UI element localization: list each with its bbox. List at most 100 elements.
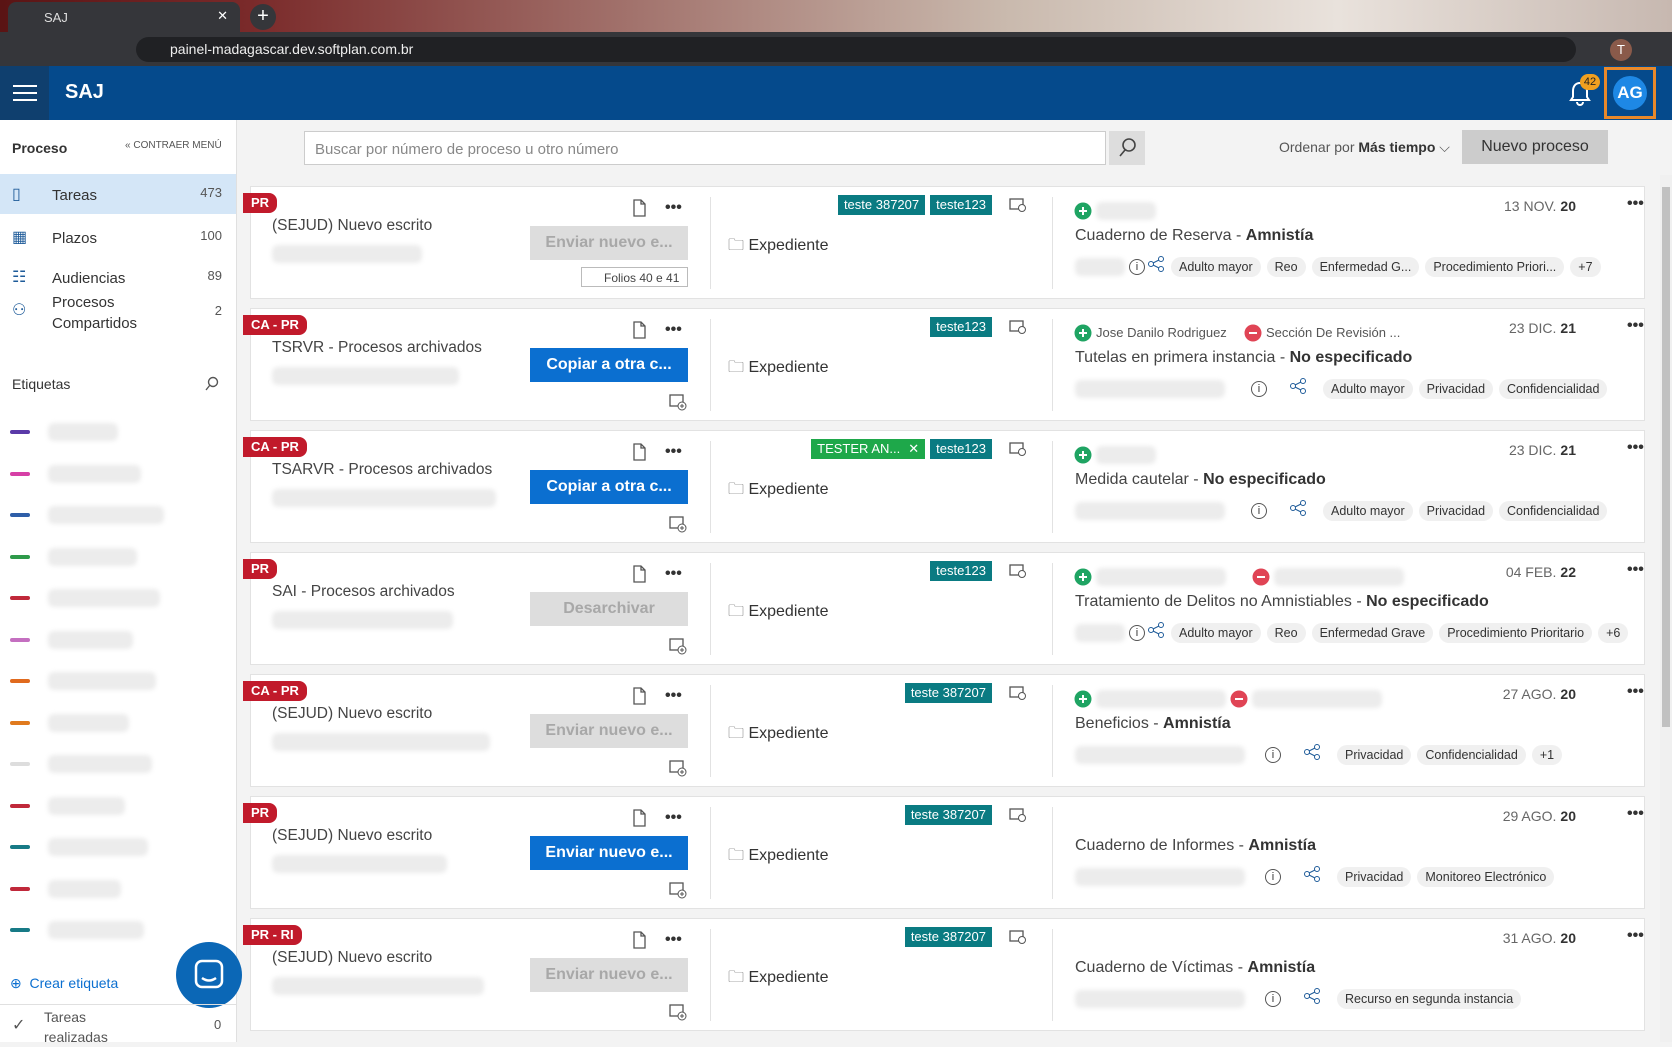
info-icon[interactable]: i <box>1129 258 1145 275</box>
info-icon[interactable]: i <box>1265 746 1281 763</box>
card-more[interactable]: ••• <box>1627 683 1644 700</box>
card-options[interactable]: ••• <box>665 809 682 826</box>
share-icon[interactable] <box>1147 621 1165 644</box>
party-icon[interactable] <box>1074 324 1092 347</box>
scrollbar[interactable] <box>1660 175 1672 1042</box>
new-process-button[interactable]: Nuevo proceso <box>1462 130 1608 164</box>
card-options[interactable]: ••• <box>665 321 682 338</box>
menu-button[interactable] <box>0 66 49 120</box>
card-more[interactable]: ••• <box>1627 317 1644 334</box>
card-options[interactable]: ••• <box>665 687 682 704</box>
document-icon[interactable] <box>631 565 647 588</box>
party-icon[interactable] <box>1074 690 1092 713</box>
card-more[interactable]: ••• <box>1627 561 1644 578</box>
action-button[interactable]: Copiar a otra c... <box>530 348 688 382</box>
action-button[interactable]: Enviar nuevo e... <box>530 714 688 748</box>
sort-control[interactable]: Ordenar por Más tiempo ⌵ <box>1279 139 1450 155</box>
party-icon[interactable] <box>1074 202 1092 225</box>
tag-icon[interactable] <box>1009 319 1027 340</box>
tag-icon[interactable] <box>1009 807 1027 828</box>
party-icon[interactable] <box>1074 446 1092 469</box>
nav-item[interactable]: ▯ Tareas 473 <box>0 174 236 214</box>
subject-separator: - <box>1275 349 1290 366</box>
share-icon[interactable] <box>1147 255 1165 278</box>
card-more[interactable]: ••• <box>1627 439 1644 456</box>
collapse-menu[interactable]: « CONTRAER MENÚ <box>125 140 222 151</box>
tag-icon[interactable] <box>1009 929 1027 950</box>
document-icon[interactable] <box>631 809 647 832</box>
icon-shape <box>1290 505 1296 511</box>
card-more[interactable]: ••• <box>1627 195 1644 212</box>
action-button[interactable]: Enviar nuevo e... <box>530 226 688 260</box>
user-avatar[interactable]: AG <box>1613 76 1647 110</box>
folder-link[interactable]: 🗀 Expediente <box>728 844 829 871</box>
card-more[interactable]: ••• <box>1627 927 1644 944</box>
search-placeholder: Buscar por número de proceso u otro núme… <box>315 141 619 158</box>
card-options[interactable]: ••• <box>665 931 682 948</box>
tags-search-icon[interactable] <box>204 376 220 392</box>
document-icon[interactable] <box>631 443 647 466</box>
folder-link[interactable]: 🗀 Expediente <box>728 234 829 261</box>
party-icon[interactable] <box>1230 690 1248 713</box>
document-icon[interactable] <box>631 687 647 710</box>
process-title: (SEJUD) Nuevo escrito <box>272 217 433 234</box>
share-icon[interactable] <box>1303 743 1321 766</box>
search-button[interactable] <box>1109 131 1145 165</box>
add-doc-icon[interactable] <box>669 515 687 538</box>
card-options[interactable]: ••• <box>665 199 682 216</box>
add-doc-icon[interactable] <box>669 393 687 416</box>
scrollbar-thumb[interactable] <box>1662 187 1670 727</box>
document-icon[interactable] <box>631 321 647 344</box>
info-icon[interactable]: i <box>1251 502 1267 519</box>
action-button[interactable]: Copiar a otra c... <box>530 470 688 504</box>
info-icon[interactable]: i <box>1265 990 1281 1007</box>
profile-avatar[interactable]: T <box>1610 39 1632 61</box>
share-icon[interactable] <box>1289 377 1307 400</box>
card-options[interactable]: ••• <box>665 565 682 582</box>
card-more[interactable]: ••• <box>1627 805 1644 822</box>
action-button[interactable]: Enviar nuevo e... <box>530 836 688 870</box>
folder-link[interactable]: 🗀 Expediente <box>728 600 829 627</box>
info-icon[interactable]: i <box>1251 380 1267 397</box>
nav-item[interactable]: ⚇ Procesos Compartidos 2 <box>0 290 236 338</box>
tag-icon[interactable] <box>1009 685 1027 706</box>
folder-link[interactable]: 🗀 Expediente <box>728 966 829 993</box>
add-doc-icon[interactable] <box>669 759 687 782</box>
browser-tab[interactable]: SAJ ✕ <box>8 2 240 32</box>
party-icon[interactable] <box>1074 568 1092 591</box>
search-box[interactable]: Buscar por número de proceso u otro núme… <box>304 131 1134 165</box>
done-row[interactable]: ✓ Tareas realizadas 0 <box>0 1004 237 1045</box>
document-icon[interactable] <box>631 931 647 954</box>
nav-count: 100 <box>200 228 222 243</box>
subject: Tutelas en primera instancia - No especi… <box>1075 349 1412 367</box>
info-icon[interactable]: i <box>1129 624 1145 641</box>
add-doc-icon[interactable] <box>669 1003 687 1026</box>
action-button[interactable]: Enviar nuevo e... <box>530 958 688 992</box>
nav-item[interactable]: ☷ Audiencias 89 <box>0 257 236 297</box>
tag-row: teste 387207 <box>900 927 992 947</box>
chat-launcher[interactable] <box>176 942 242 1008</box>
add-doc-icon[interactable] <box>669 637 687 660</box>
tag-icon[interactable] <box>1009 441 1027 462</box>
folder-link[interactable]: 🗀 Expediente <box>728 722 829 749</box>
new-tab[interactable]: + <box>250 4 276 30</box>
share-icon[interactable] <box>1289 499 1307 522</box>
create-tag[interactable]: ⊕ Crear etiqueta <box>10 975 119 991</box>
add-doc-icon[interactable] <box>669 881 687 904</box>
nav-item[interactable]: ▦ Plazos 100 <box>0 217 236 257</box>
info-icon[interactable]: i <box>1265 868 1281 885</box>
document-icon[interactable] <box>631 199 647 222</box>
card-options[interactable]: ••• <box>665 443 682 460</box>
party-icon[interactable] <box>1244 324 1262 347</box>
share-icon[interactable] <box>1303 987 1321 1010</box>
share-icon[interactable] <box>1303 865 1321 888</box>
action-button[interactable]: Desarchivar <box>530 592 688 626</box>
tag-icon[interactable] <box>1009 197 1027 218</box>
tag-remove[interactable]: ✕ <box>908 441 920 456</box>
tab-close[interactable]: ✕ <box>217 8 228 23</box>
url-field[interactable]: painel-madagascar.dev.softplan.com.br <box>136 37 1576 62</box>
folder-link[interactable]: 🗀 Expediente <box>728 356 829 383</box>
tag-icon[interactable] <box>1009 563 1027 584</box>
party-icon[interactable] <box>1252 568 1270 591</box>
folder-link[interactable]: 🗀 Expediente <box>728 478 829 505</box>
